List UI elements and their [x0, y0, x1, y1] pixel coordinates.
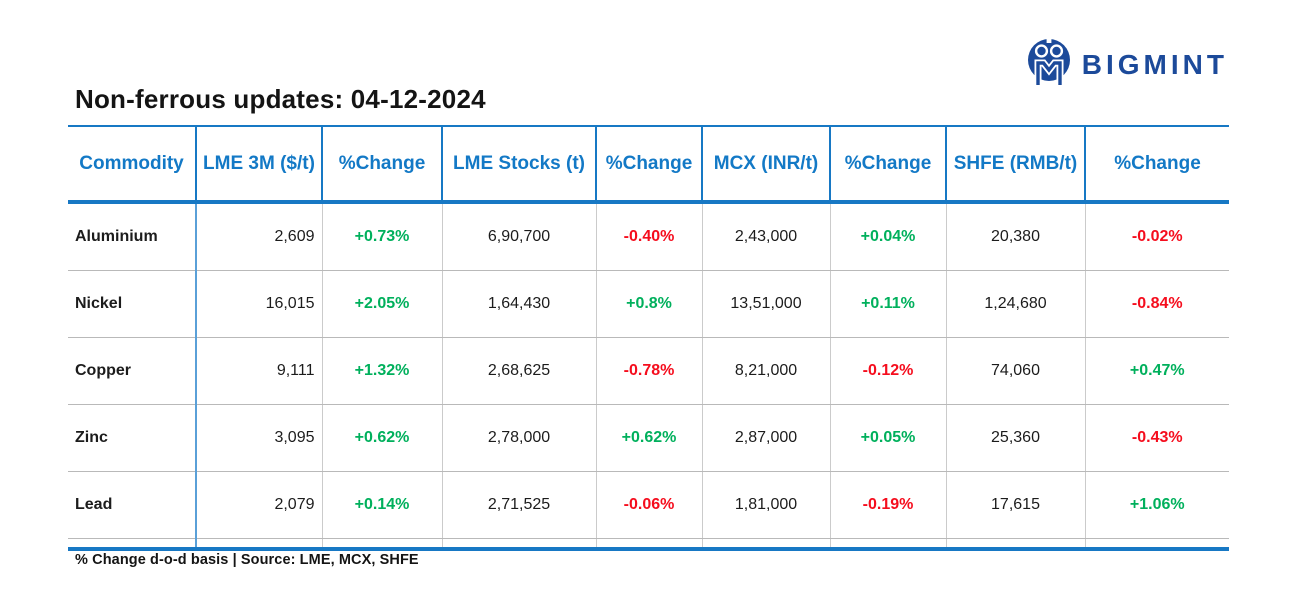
- cell-lme-3m-change: +0.73%: [322, 202, 443, 271]
- spacer-cell: [946, 538, 1086, 547]
- spacer-cell: [322, 538, 443, 547]
- footnote: % Change d-o-d basis | Source: LME, MCX,…: [75, 552, 419, 568]
- spacer-cell: [702, 538, 831, 547]
- cell-mcx: 13,51,000: [702, 270, 831, 338]
- spacer-cell: [1085, 539, 1229, 548]
- cell-lme-stocks-change: +0.62%: [596, 404, 703, 472]
- bigmint-logo: BIGMINT: [1026, 38, 1228, 90]
- cell-lme-stocks: 2,78,000: [442, 404, 597, 472]
- cell-mcx-change: -0.19%: [830, 471, 947, 539]
- cell-lme-stocks: 6,90,700: [442, 202, 597, 271]
- cell-mcx: 8,21,000: [702, 337, 831, 405]
- bigmint-logo-icon: [1027, 38, 1070, 85]
- table-row: Copper 9,111 +1.32% 2,68,625 -0.78% 8,21,000-…: [68, 337, 1229, 405]
- column-header-mcx-change: %Change: [830, 126, 947, 204]
- table-bottom-spacer: [68, 538, 1229, 548]
- cell-shfe: 17,615: [946, 471, 1086, 539]
- commodity-name: Nickel: [68, 270, 197, 338]
- commodity-name: Aluminium: [68, 202, 197, 271]
- cell-lme-3m: 2,609: [196, 202, 323, 271]
- cell-mcx: 1,81,000: [702, 471, 831, 539]
- cell-lme-stocks-change: -0.78%: [596, 337, 703, 405]
- column-header-lme-stocks-change: %Change: [596, 126, 703, 204]
- cell-lme-3m: 9,111: [196, 337, 323, 405]
- column-header-shfe: SHFE (RMB/t): [946, 126, 1086, 204]
- spacer-cell: [196, 538, 323, 547]
- cell-lme-3m-change: +2.05%: [322, 270, 443, 338]
- cell-lme-3m-change: +0.14%: [322, 471, 443, 539]
- spacer-cell: [442, 538, 597, 547]
- column-header-lme-3m: LME 3M ($/t): [196, 126, 323, 204]
- cell-mcx-change: +0.11%: [830, 270, 947, 338]
- page-title: Non-ferrous updates: 04-12-2024: [75, 84, 486, 114]
- table-row: Lead 2,079 +0.14% 2,71,525 -0.06% 1,81,000 -0.…: [68, 471, 1229, 539]
- cell-shfe: 25,360: [946, 404, 1086, 472]
- cell-lme-stocks: 2,68,625: [442, 337, 597, 405]
- commodity-name: Lead: [68, 471, 197, 539]
- cell-lme-3m-change: +1.32%: [322, 337, 443, 405]
- column-header-commodity: Commodity: [68, 126, 197, 204]
- cell-lme-3m: 3,095: [196, 404, 323, 472]
- cell-mcx-change: -0.12%: [830, 337, 947, 405]
- commodity-table-wrap: Commodity LME 3M ($/t) %Change LME Stocks (…: [68, 125, 1229, 551]
- column-header-lme-3m-change: %Change: [322, 126, 443, 204]
- brand-name: BIGMINT: [1081, 49, 1228, 80]
- cell-lme-stocks-change: -0.06%: [596, 471, 703, 539]
- commodity-table: Commodity LME 3M ($/t) %Change LME Stocks (…: [68, 125, 1229, 547]
- cell-shfe-change: +1.06%: [1085, 471, 1229, 539]
- cell-lme-3m: 2,079: [196, 471, 323, 539]
- table-row: Zinc 3,095 +0.62% 2,78,000 +0.62% 2,87,000 +0.…: [68, 404, 1229, 472]
- table-row: Aluminium 2,609 +0.73% 6,90,700 -0.40% 2,43,0…: [68, 202, 1229, 271]
- column-header-shfe-change: %Change: [1085, 126, 1229, 204]
- cell-shfe: 74,060: [946, 337, 1086, 405]
- cell-lme-3m-change: +0.62%: [322, 404, 443, 472]
- cell-lme-3m: 16,015: [196, 270, 323, 338]
- cell-mcx: 2,43,000: [702, 202, 831, 271]
- spacer-cell: [830, 538, 947, 547]
- commodity-name: Zinc: [68, 404, 197, 472]
- cell-shfe-change: -0.02%: [1085, 202, 1229, 271]
- spacer-cell: [596, 538, 703, 547]
- cell-shfe-change: -0.84%: [1085, 270, 1229, 338]
- commodity-name: Copper: [68, 337, 197, 405]
- cell-shfe: 20,380: [946, 202, 1086, 271]
- cell-mcx: 2,87,000: [702, 404, 831, 472]
- cell-lme-stocks: 2,71,525: [442, 471, 597, 539]
- table-header-row: Commodity LME 3M ($/t) %Change LME Stocks (…: [68, 126, 1229, 204]
- table-row: Nickel 16,015 +2.05% 1,64,430 +0.8% 13,51,000…: [68, 270, 1229, 338]
- cell-lme-stocks: 1,64,430: [442, 270, 597, 338]
- cell-shfe: 1,24,680: [946, 270, 1086, 338]
- spacer-cell: [68, 538, 197, 547]
- cell-lme-stocks-change: -0.40%: [596, 202, 703, 271]
- column-header-mcx: MCX (INR/t): [702, 126, 831, 204]
- cell-mcx-change: +0.04%: [830, 202, 947, 271]
- cell-shfe-change: +0.47%: [1085, 337, 1229, 405]
- cell-shfe-change: -0.43%: [1085, 404, 1229, 472]
- cell-mcx-change: +0.05%: [830, 404, 947, 472]
- cell-lme-stocks-change: +0.8%: [596, 270, 703, 338]
- column-header-lme-stocks: LME Stocks (t): [442, 126, 597, 204]
